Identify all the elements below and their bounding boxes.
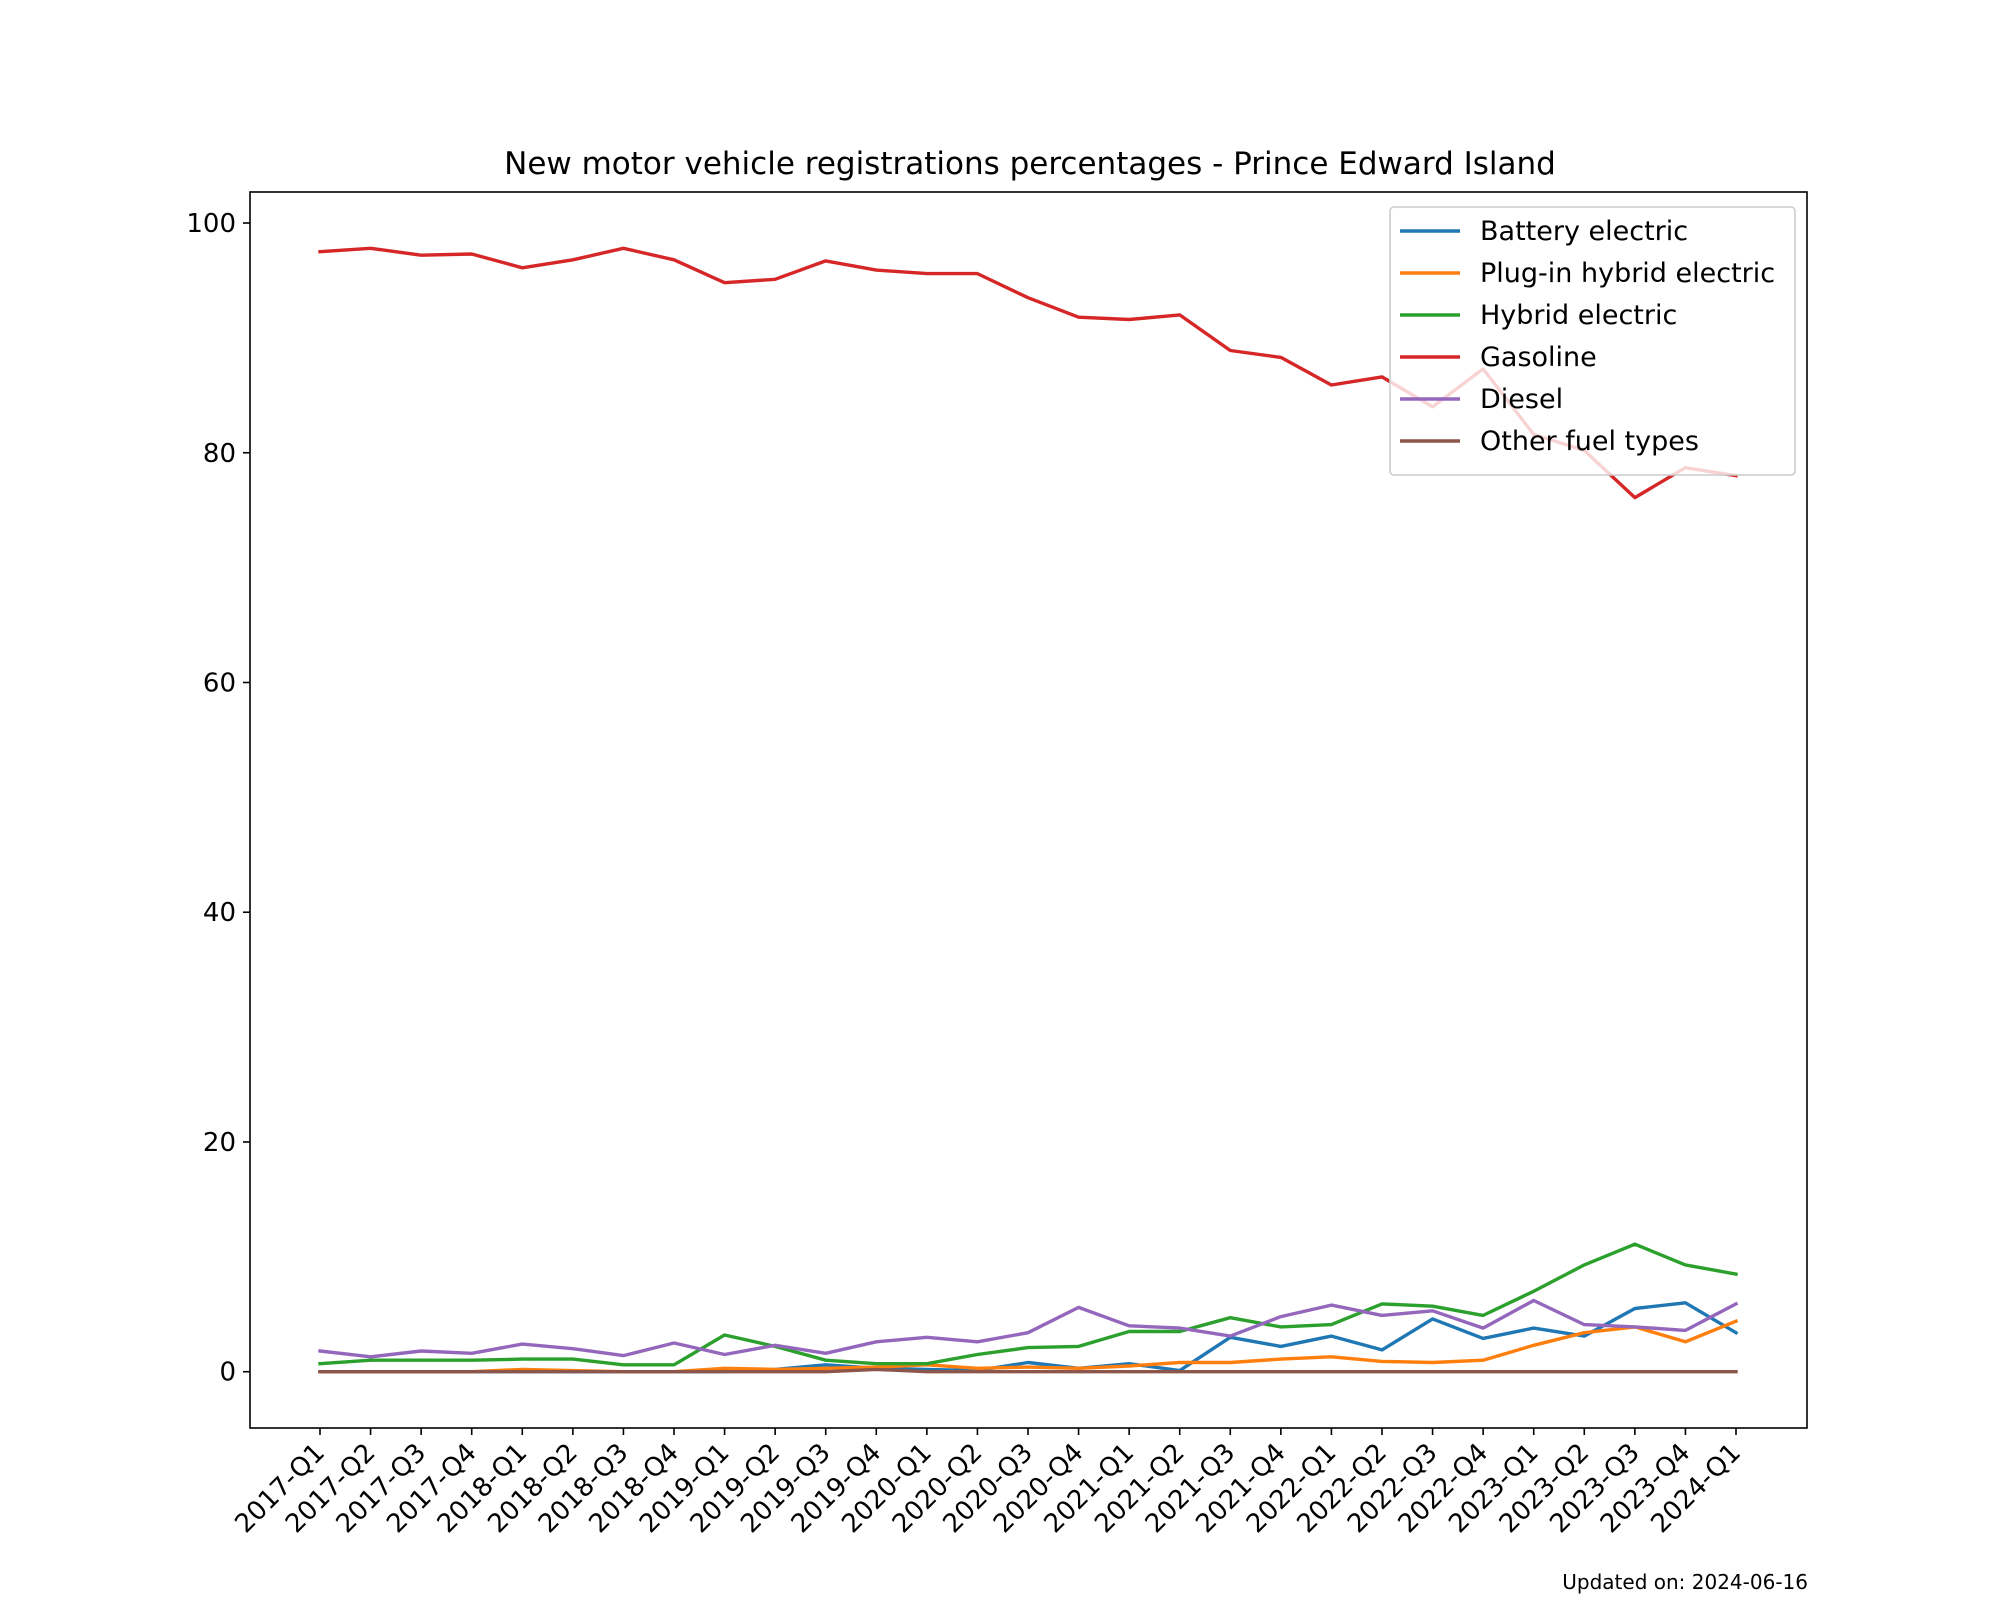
legend-box xyxy=(1389,206,1796,476)
legend-label: Other fuel types xyxy=(1480,426,1699,457)
legend: Battery electric Plug-in hybrid electric H… xyxy=(1389,206,1796,476)
y-tick-label: 0 xyxy=(219,1358,236,1388)
series-line-other-fuel-types xyxy=(318,1367,1738,1374)
legend-label: Plug-in hybrid electric xyxy=(1480,258,1775,289)
series-line-hybrid-electric xyxy=(318,1242,1738,1367)
legend-label: Hybrid electric xyxy=(1480,300,1677,331)
y-tick-label: 100 xyxy=(186,209,236,239)
updated-note: Updated on: 2024-06-16 xyxy=(1562,1570,1808,1594)
y-tick-label: 60 xyxy=(203,668,236,698)
y-tick-label: 20 xyxy=(203,1128,236,1158)
series-line-diesel xyxy=(318,1298,1739,1359)
y-tick-label: 40 xyxy=(203,898,236,928)
legend-label: Diesel xyxy=(1480,384,1563,415)
legend-label: Battery electric xyxy=(1480,216,1688,247)
series-line-battery-electric xyxy=(318,1301,1739,1374)
y-tick-label: 80 xyxy=(203,439,236,469)
chart-title: New motor vehicle registrations percenta… xyxy=(504,146,1556,182)
legend-label: Gasoline xyxy=(1480,342,1597,373)
